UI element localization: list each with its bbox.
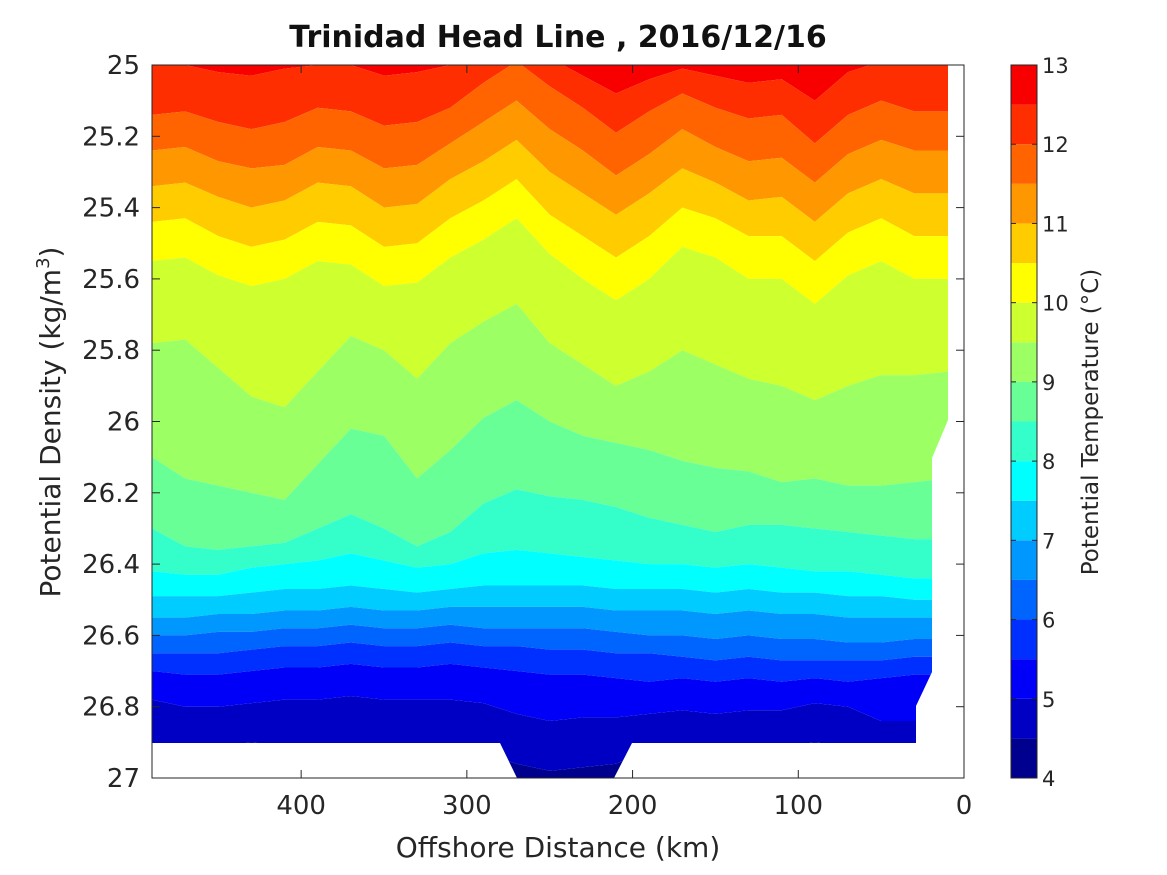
colorbar-swatch — [1011, 302, 1037, 343]
contour-band — [152, 606, 964, 643]
colorbar-swatch — [1011, 540, 1037, 580]
y-tick-label: 25 — [107, 51, 140, 81]
colorbar-swatch — [1011, 579, 1037, 620]
colorbar-swatch — [1011, 619, 1037, 660]
colorbar-swatch — [1011, 500, 1037, 541]
y-tick-label: 25.2 — [82, 122, 140, 152]
x-tick-label: 400 — [276, 791, 326, 821]
colorbar-swatch — [1011, 342, 1037, 382]
contour-band — [152, 585, 964, 618]
contour-band — [152, 65, 964, 144]
y-axis-label: Potential Density (kg/m3) — [33, 247, 67, 598]
y-axis-label-superscript: 3 — [33, 257, 54, 268]
x-axis-label: Offshore Distance (km) — [396, 831, 721, 864]
y-tick-label: 26.8 — [82, 693, 140, 723]
contour-band — [152, 400, 964, 550]
colorbar-tick-label: 10 — [1042, 292, 1069, 316]
y-axis-label-end: ) — [34, 247, 67, 258]
y-tick-label: 26.2 — [82, 479, 140, 509]
contour-band — [152, 100, 964, 222]
x-axis: 400 300 200 100 0 — [276, 65, 972, 821]
contour-band — [152, 179, 964, 304]
colorbar-tick-label: 11 — [1042, 212, 1069, 236]
x-tick-label: 200 — [608, 791, 658, 821]
y-tick-label: 25.4 — [82, 194, 140, 224]
chart-title: Trinidad Head Line , 2016/12/16 — [289, 20, 826, 55]
colorbar-tick-label: 9 — [1042, 371, 1055, 395]
contour-band — [152, 624, 964, 661]
colorbar-swatch — [1011, 421, 1037, 462]
y-tick-label: 26 — [107, 408, 140, 438]
colorbar-swatch — [1011, 738, 1037, 778]
y-axis: 25 25.2 25.4 25.6 25.8 26 26.2 26.4 26.6 26.8 27 — [82, 51, 964, 794]
contour-band — [152, 663, 964, 721]
contour-band — [152, 65, 964, 183]
colorbar-swatch — [1011, 381, 1037, 422]
contour-band — [152, 489, 964, 579]
x-tick-label: 300 — [442, 791, 492, 821]
colorbar-tick-label: 13 — [1042, 54, 1069, 78]
colorbar-swatch — [1011, 461, 1037, 501]
colorbar-tick-label: 7 — [1042, 529, 1055, 553]
colorbar-swatch — [1011, 223, 1037, 264]
colorbar-tick-label: 6 — [1042, 609, 1055, 633]
x-tick-label: 0 — [956, 791, 973, 821]
colorbar-tick-label: 5 — [1042, 688, 1055, 712]
y-tick-label: 26.6 — [82, 621, 140, 651]
contour-band — [152, 642, 964, 682]
contour-band — [152, 303, 964, 500]
y-tick-label: 25.6 — [82, 265, 140, 295]
colorbar-swatch — [1011, 698, 1037, 739]
colorbar-tick-label: 4 — [1042, 767, 1055, 791]
colorbar-swatch — [1011, 144, 1037, 184]
colorbar-swatch — [1011, 65, 1037, 105]
colorbar-label: Potential Temperature (°C) — [1078, 269, 1104, 576]
y-tick-label: 25.8 — [82, 336, 140, 366]
contour-band — [152, 218, 964, 408]
y-axis-label-main: Potential Density (kg/m — [34, 269, 67, 598]
contour-band — [152, 139, 964, 262]
x-tick-label: 100 — [773, 791, 823, 821]
y-tick-label: 27 — [107, 764, 140, 794]
plot-area — [152, 65, 964, 778]
colorbar-swatch — [1011, 659, 1037, 699]
contour-band — [152, 549, 964, 600]
colorbar-tick-label: 8 — [1042, 450, 1055, 474]
colorbar-frame — [1010, 64, 1038, 779]
colorbar: 4 5 6 7 8 9 10 11 12 13 — [1010, 54, 1069, 791]
colorbar-tick-label: 12 — [1042, 133, 1069, 157]
contour-band — [152, 696, 964, 771]
colorbar-swatch — [1011, 104, 1037, 145]
contour-bands — [152, 65, 964, 778]
y-tick-label: 26.4 — [82, 550, 140, 580]
colorbar-swatch — [1011, 263, 1037, 303]
colorbar-swatch — [1011, 183, 1037, 224]
